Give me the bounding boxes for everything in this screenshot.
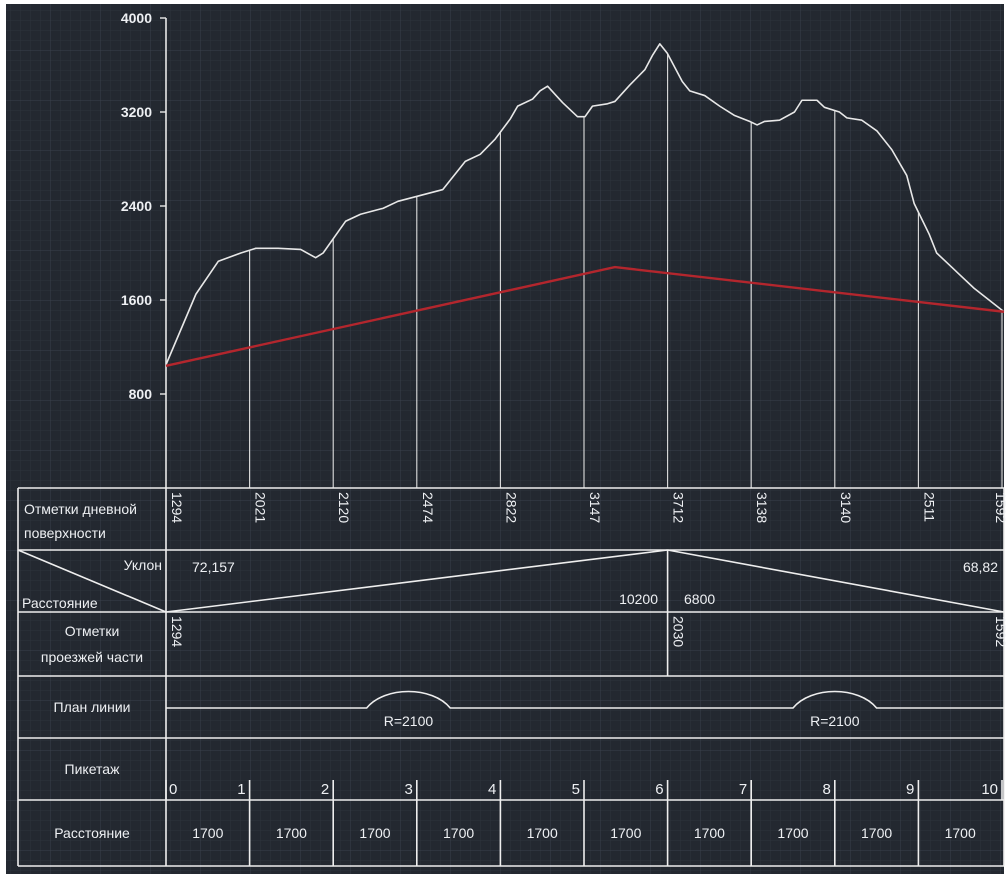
chainage-label: 3 — [404, 781, 412, 798]
surface-mark-value: 2120 — [336, 492, 352, 523]
plan-line — [166, 690, 1004, 709]
surface-mark-value: 2474 — [420, 492, 436, 523]
curve-radius-label: R=2100 — [384, 713, 434, 729]
design-grade-line — [165, 265, 1005, 367]
row-label-distance: Расстояние — [22, 595, 98, 611]
surface-mark-value: 3712 — [671, 492, 687, 523]
distance-cell-value: 1700 — [443, 825, 474, 841]
chainage-label: 10 — [981, 781, 998, 798]
y-tick-label: 3200 — [121, 104, 152, 120]
distance-cell-value: 1700 — [777, 825, 808, 841]
surface-mark-value: 1294 — [169, 492, 185, 523]
chainage-label: 1 — [237, 781, 245, 798]
surface-mark-value: 3138 — [754, 492, 770, 523]
surface-mark-value: 2021 — [253, 492, 269, 523]
surface-mark-value: 2822 — [503, 492, 519, 523]
curve-radius-label: R=2100 — [810, 713, 860, 729]
distance-cell-value: 1700 — [610, 825, 641, 841]
elevation-axis: 800 1600 2400 3200 4000 — [121, 10, 167, 488]
slope-value-right: 68,82 — [963, 559, 998, 575]
row-label-chainage: Пикетаж — [65, 761, 121, 777]
row-label-roadway-marks: проезжей части — [41, 649, 143, 665]
chainage-label: 9 — [906, 781, 914, 798]
roadway-mark-value: 2030 — [671, 616, 687, 647]
roadway-mark-value: 1592 — [993, 616, 1008, 647]
distance-cell-value: 1700 — [359, 825, 390, 841]
distance-value-right: 6800 — [684, 591, 715, 607]
y-tick-label: 2400 — [121, 198, 152, 214]
chainage-label: 6 — [655, 781, 663, 798]
row-label-roadway-marks: Отметки — [65, 623, 120, 639]
chainage-label: 2 — [321, 781, 329, 798]
row-label-surface-marks: Отметки дневной — [24, 501, 137, 517]
distance-cell-value: 1700 — [945, 825, 976, 841]
terrain-profile-line — [165, 43, 1005, 365]
chainage-label: 7 — [739, 781, 747, 798]
slope-header-diagonal — [17, 549, 167, 613]
chainage-label: 0 — [169, 781, 177, 798]
ordinate-lines — [249, 53, 1003, 488]
distance-cell-value: 1700 — [694, 825, 725, 841]
grade-diagonal — [667, 549, 1005, 613]
background-grid — [6, 4, 1004, 874]
grade-diagonal — [165, 549, 668, 613]
row-label-distance-row: Расстояние — [54, 825, 130, 841]
y-tick-label: 800 — [129, 386, 153, 402]
roadway-mark-value: 1294 — [169, 616, 185, 647]
surface-mark-value: 3140 — [838, 492, 854, 523]
surface-mark-value: 3147 — [587, 492, 603, 523]
chainage-label: 8 — [822, 781, 830, 798]
surface-mark-value: 2511 — [921, 492, 937, 522]
distance-value-left: 10200 — [619, 591, 658, 607]
y-tick-label: 1600 — [121, 292, 152, 308]
slope-value-left: 72,157 — [192, 559, 235, 575]
distance-cell-value: 1700 — [192, 825, 223, 841]
y-tick-label: 4000 — [121, 10, 152, 26]
chainage-label: 4 — [488, 781, 496, 798]
row-label-slope: Уклон — [124, 557, 162, 573]
chainage-label: 5 — [572, 781, 580, 798]
distance-cell-value: 1700 — [527, 825, 558, 841]
row-label-surface-marks: поверхности — [24, 525, 106, 541]
row-label-plan: План линии — [54, 699, 131, 715]
distance-cell-value: 1700 — [276, 825, 307, 841]
distance-cell-value: 1700 — [861, 825, 892, 841]
surface-mark-value: 1592 — [993, 492, 1008, 523]
